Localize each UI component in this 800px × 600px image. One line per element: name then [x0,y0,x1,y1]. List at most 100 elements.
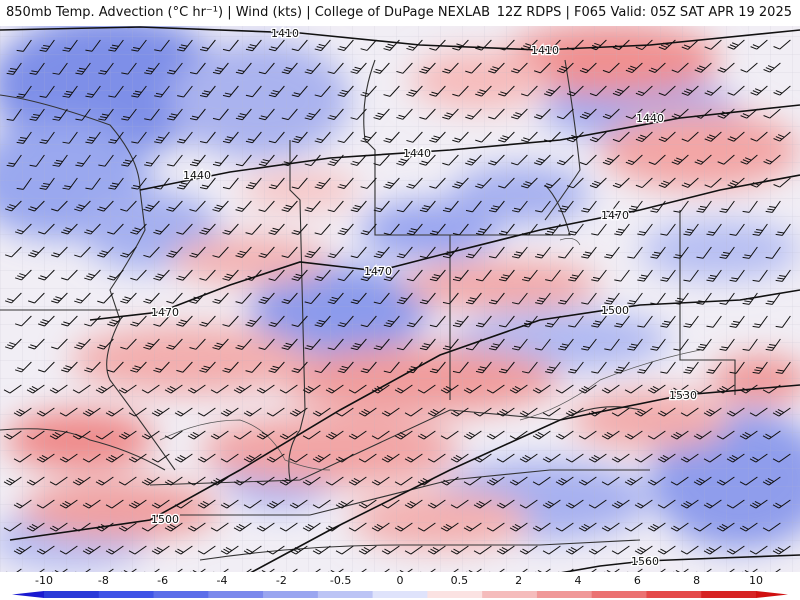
wind-barb [765,568,781,572]
wind-barb [97,292,114,304]
wind-barb [153,361,170,373]
wind-barb [396,62,413,74]
wind-barb [75,154,91,167]
wind-barb [291,223,308,235]
wind-barb [614,269,630,282]
wind-barb [383,39,400,51]
wind-barb [74,200,91,212]
wind-barb [141,384,160,394]
wind-barb [427,545,446,555]
wind-barb [726,407,745,417]
wind-barb [52,154,68,167]
wind-barb [4,292,22,304]
wind-barb [118,384,137,394]
wind-barb [95,430,114,440]
wind-barb [154,131,170,144]
wind-barb [176,269,193,281]
wind-barb [568,269,584,282]
wind-barb [358,453,377,463]
wind-barb [475,315,492,328]
wind-barb [82,453,101,463]
wind-barb [95,384,114,394]
wind-barb [177,85,193,98]
wind-barb [657,499,676,509]
wind-barb [658,85,676,96]
wind-barb [233,384,252,394]
wind-barb [419,154,436,166]
wind-barb [624,430,643,440]
wind-barb [131,131,147,144]
wind-barb [588,453,607,463]
wind-barb [772,499,791,509]
wind-barb [29,108,45,121]
wind-barb [463,430,482,440]
wind-barb [268,315,285,327]
wind-barb [716,476,735,486]
wind-barb [775,361,791,374]
wind-barb [128,453,147,463]
wind-barb [693,430,712,440]
wind-barb [199,361,216,373]
wind-barb [670,522,689,532]
wind-barb [29,62,45,75]
wind-barb [521,85,538,97]
wind-barb [719,200,735,213]
wind-barb [475,177,492,189]
wind-barb [166,292,183,304]
wind-barb [488,292,505,305]
wind-barb [28,338,45,350]
wind-barb [486,522,505,532]
wind-barb [614,315,630,328]
wind-barb [174,453,193,463]
wind-barb [291,269,308,281]
wind-barb [545,269,561,282]
wind-barb [565,407,584,417]
wind-barb [532,476,551,486]
wind-barb [176,361,193,373]
wind-barb [220,407,239,417]
wind-barb [130,361,147,373]
wind-barb [693,522,712,532]
wind-barb [61,361,78,373]
colorbar-tick-label: -8 [98,574,109,587]
wind-barb [673,246,689,259]
wind-barb [519,545,538,555]
wind-barb [404,453,423,463]
wind-barb [394,384,413,394]
wind-barb [16,177,32,190]
wind-barb [383,85,400,97]
rivers-lakes [159,238,701,471]
wind-barb [591,361,607,374]
wind-barb [717,154,735,165]
wind-barb [558,246,574,259]
wind-barb [51,338,68,350]
wind-barb [581,292,597,305]
wind-barb [98,62,114,75]
wind-barb [291,315,308,327]
wind-barb [85,39,101,52]
wind-barb [245,223,262,235]
wind-barb [729,269,745,282]
wind-barb [105,499,124,509]
wind-barb [97,200,114,212]
wind-barb [144,108,160,121]
wind-barb [328,568,344,572]
wind-barb [199,39,216,52]
contour-label: 1440 [403,147,431,160]
header-bar: 850mb Temp. Advection (°C hr⁻¹) | Wind (… [0,0,800,26]
wind-barb [658,39,676,50]
wind-barb [397,568,413,572]
wind-barb [396,108,413,120]
wind-barb [589,85,607,97]
wind-barb [556,154,574,166]
wind-barb [327,108,344,121]
wind-barb [614,223,630,236]
wind-barb [739,430,758,440]
wind-barb [450,453,469,463]
wind-barb [281,246,298,258]
wind-barb [475,85,492,97]
wind-barb [258,62,275,75]
wind-barb [141,430,160,440]
wind-barb [579,62,597,74]
wind-barb [199,269,216,281]
